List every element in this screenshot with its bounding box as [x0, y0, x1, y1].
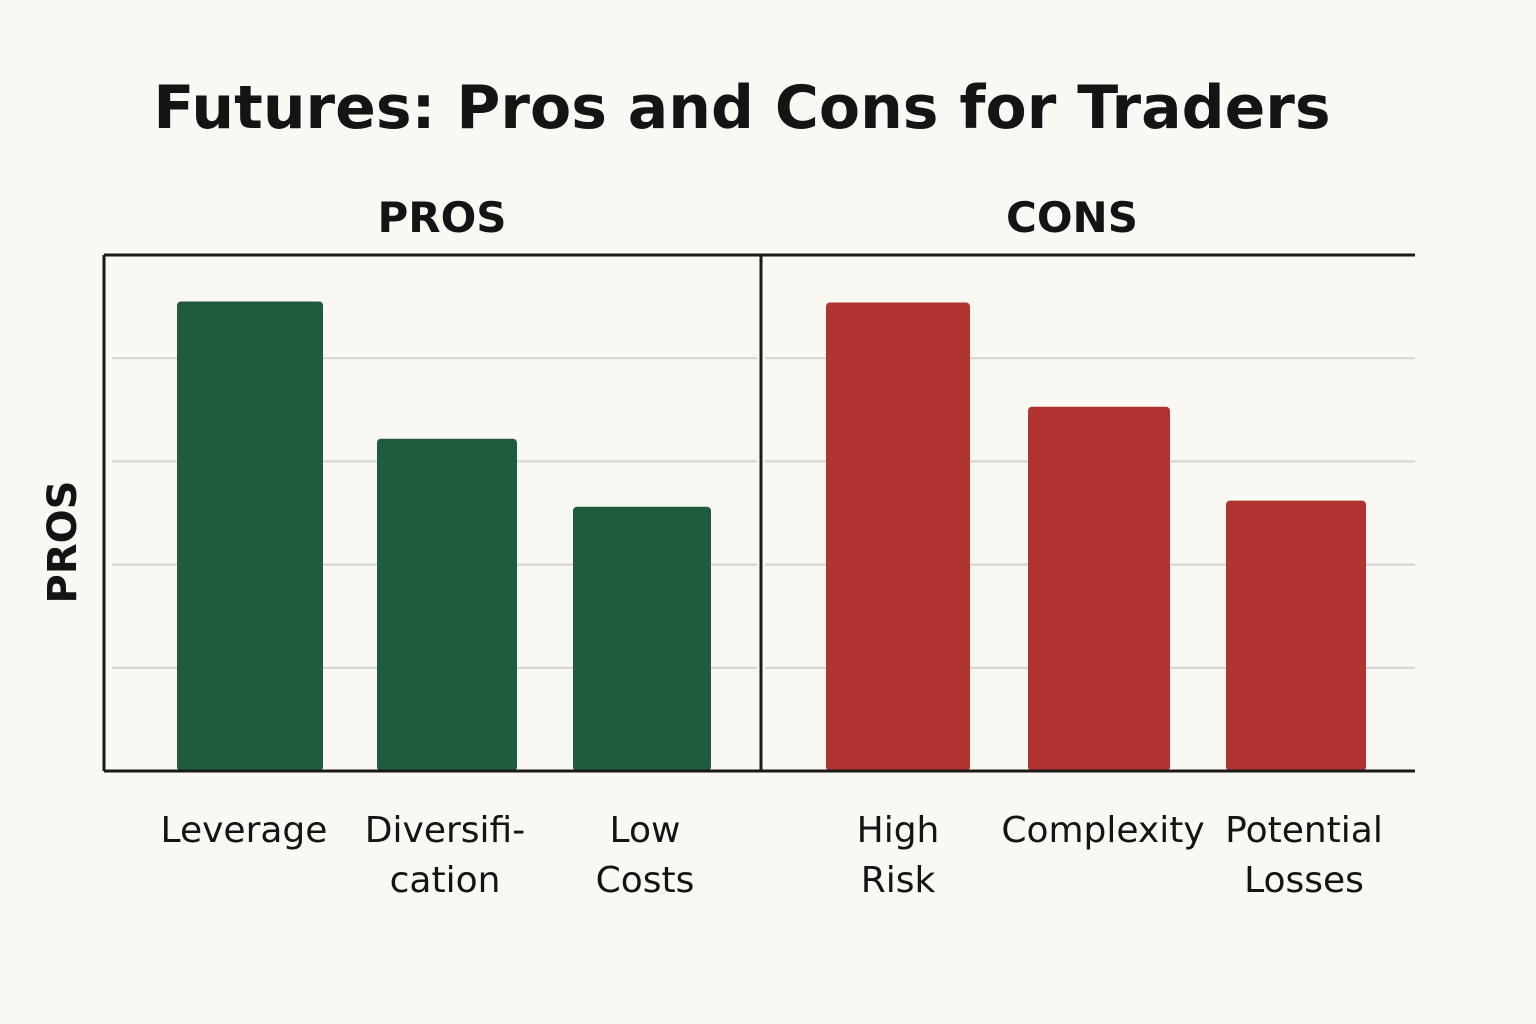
bar-cons-2	[1028, 406, 1170, 771]
bar-cons-1	[826, 302, 970, 771]
y-axis-label: PROS	[40, 481, 86, 604]
bar-pros-3	[573, 506, 711, 771]
category-label: Diversifi-cation	[365, 810, 525, 901]
panel-title-cons: CONS	[1006, 193, 1138, 242]
category-label-line: Diversifi-	[365, 810, 525, 851]
category-label-line: Potential	[1225, 810, 1383, 851]
category-label-line: Costs	[596, 860, 695, 901]
category-label-line: cation	[390, 860, 501, 901]
bar-cons-3	[1226, 500, 1366, 771]
category-label-line: High	[857, 810, 940, 851]
category-label-line: Complexity	[1001, 810, 1204, 851]
panel-title-pros: PROS	[377, 193, 506, 242]
category-label-line: Leverage	[161, 810, 328, 851]
category-label: Potential Losses	[1225, 810, 1383, 901]
category-label-line: Losses	[1244, 860, 1364, 901]
category-labels: Leverage Diversifi-cation Low Costs High Risk…	[161, 810, 1383, 901]
plot-frame	[102, 253, 1415, 773]
bar-pros-2	[377, 438, 517, 771]
chart-title: Futures: Pros and Cons for Traders	[153, 73, 1330, 143]
category-label: High Risk	[857, 810, 940, 901]
category-label: Complexity	[1001, 810, 1204, 851]
category-label-line: Risk	[861, 860, 936, 901]
bars	[177, 301, 1366, 771]
category-label-line: Low	[610, 810, 681, 851]
category-label: Leverage	[161, 810, 328, 851]
bar-pros-1	[177, 301, 323, 771]
category-label: Low Costs	[596, 810, 695, 901]
